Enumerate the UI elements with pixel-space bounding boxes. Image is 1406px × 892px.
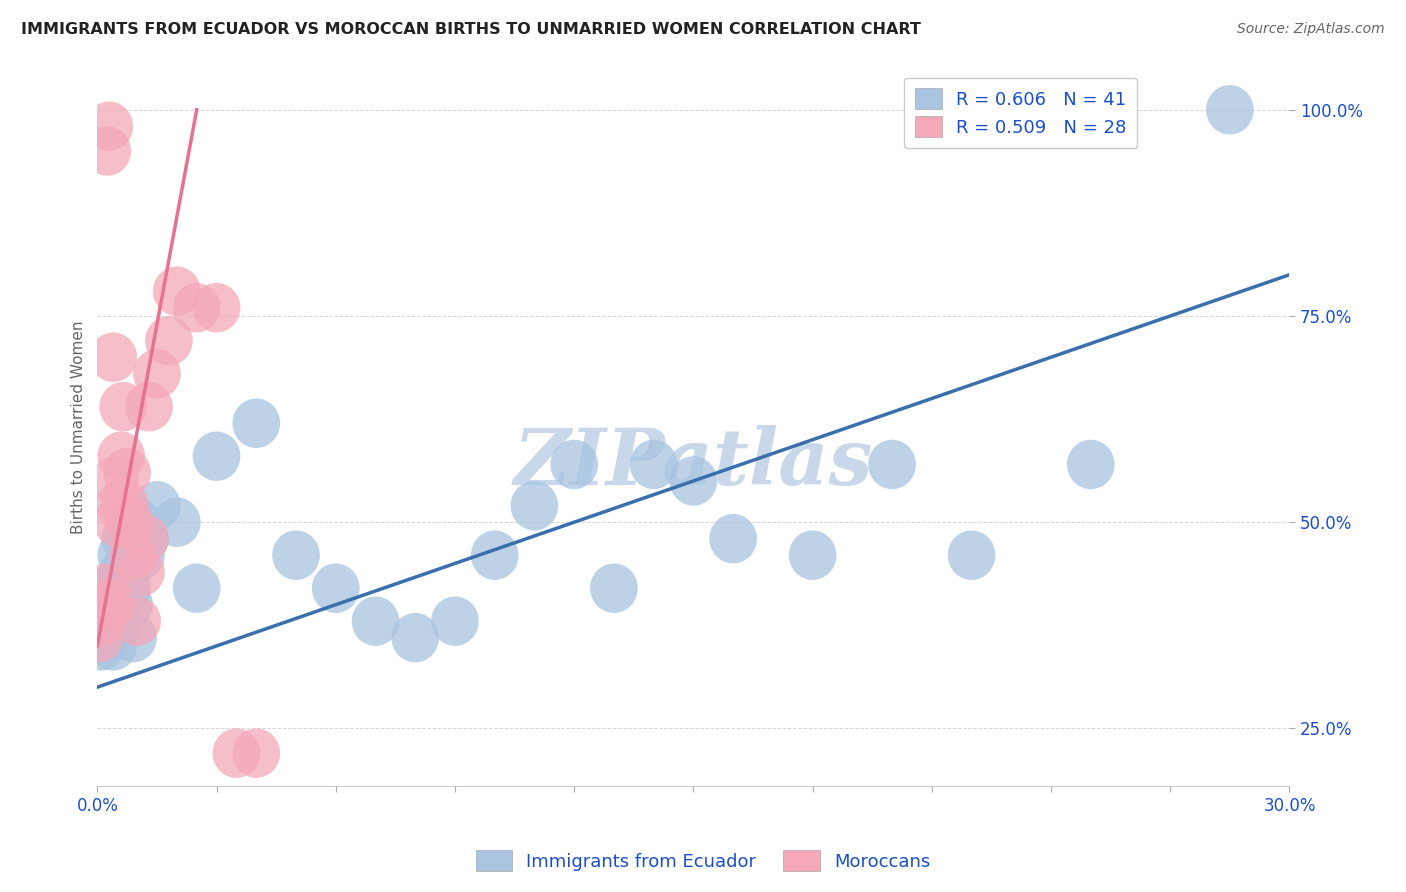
Ellipse shape — [869, 440, 915, 489]
Ellipse shape — [232, 399, 280, 448]
Ellipse shape — [550, 440, 598, 489]
Ellipse shape — [105, 580, 153, 630]
Ellipse shape — [91, 580, 139, 630]
Ellipse shape — [77, 621, 125, 671]
Ellipse shape — [105, 498, 153, 547]
Ellipse shape — [93, 564, 141, 613]
Ellipse shape — [114, 597, 160, 646]
Legend: R = 0.606   N = 41, R = 0.509   N = 28: R = 0.606 N = 41, R = 0.509 N = 28 — [904, 78, 1137, 148]
Ellipse shape — [173, 564, 221, 613]
Text: ZIPatlas: ZIPatlas — [513, 425, 873, 501]
Ellipse shape — [212, 729, 260, 778]
Ellipse shape — [273, 531, 321, 580]
Text: IMMIGRANTS FROM ECUADOR VS MOROCCAN BIRTHS TO UNMARRIED WOMEN CORRELATION CHART: IMMIGRANTS FROM ECUADOR VS MOROCCAN BIRT… — [21, 22, 921, 37]
Ellipse shape — [432, 597, 479, 646]
Ellipse shape — [93, 498, 141, 547]
Ellipse shape — [101, 514, 149, 564]
Ellipse shape — [86, 597, 134, 646]
Ellipse shape — [90, 333, 138, 382]
Ellipse shape — [110, 531, 157, 580]
Ellipse shape — [153, 267, 201, 316]
Ellipse shape — [100, 382, 148, 432]
Ellipse shape — [153, 498, 201, 547]
Ellipse shape — [77, 597, 125, 646]
Ellipse shape — [391, 613, 439, 663]
Ellipse shape — [101, 481, 149, 531]
Ellipse shape — [121, 514, 169, 564]
Ellipse shape — [103, 448, 150, 498]
Ellipse shape — [103, 564, 150, 613]
Ellipse shape — [96, 481, 143, 531]
Ellipse shape — [117, 547, 165, 597]
Ellipse shape — [91, 456, 139, 506]
Ellipse shape — [630, 440, 678, 489]
Ellipse shape — [193, 432, 240, 481]
Ellipse shape — [100, 547, 148, 597]
Ellipse shape — [117, 531, 165, 580]
Ellipse shape — [312, 564, 360, 613]
Ellipse shape — [97, 531, 145, 580]
Ellipse shape — [76, 613, 124, 663]
Ellipse shape — [591, 564, 638, 613]
Ellipse shape — [948, 531, 995, 580]
Y-axis label: Births to Unmarried Women: Births to Unmarried Women — [72, 320, 86, 534]
Ellipse shape — [86, 102, 134, 151]
Ellipse shape — [134, 349, 181, 399]
Ellipse shape — [121, 514, 169, 564]
Ellipse shape — [110, 613, 157, 663]
Ellipse shape — [471, 531, 519, 580]
Ellipse shape — [83, 127, 131, 176]
Ellipse shape — [125, 382, 173, 432]
Ellipse shape — [90, 621, 138, 671]
Ellipse shape — [82, 613, 129, 663]
Ellipse shape — [87, 564, 135, 613]
Ellipse shape — [82, 564, 129, 613]
Ellipse shape — [83, 580, 131, 630]
Ellipse shape — [510, 481, 558, 531]
Ellipse shape — [1206, 85, 1254, 135]
Ellipse shape — [97, 432, 145, 481]
Ellipse shape — [134, 481, 181, 531]
Ellipse shape — [87, 580, 135, 630]
Ellipse shape — [96, 597, 143, 646]
Ellipse shape — [352, 597, 399, 646]
Ellipse shape — [145, 316, 193, 366]
Ellipse shape — [80, 580, 127, 630]
Ellipse shape — [669, 456, 717, 506]
Ellipse shape — [709, 514, 756, 564]
Ellipse shape — [232, 729, 280, 778]
Legend: Immigrants from Ecuador, Moroccans: Immigrants from Ecuador, Moroccans — [468, 843, 938, 879]
Ellipse shape — [80, 597, 127, 646]
Ellipse shape — [114, 498, 160, 547]
Ellipse shape — [193, 283, 240, 333]
Ellipse shape — [789, 531, 837, 580]
Ellipse shape — [1067, 440, 1115, 489]
Text: Source: ZipAtlas.com: Source: ZipAtlas.com — [1237, 22, 1385, 37]
Ellipse shape — [173, 283, 221, 333]
